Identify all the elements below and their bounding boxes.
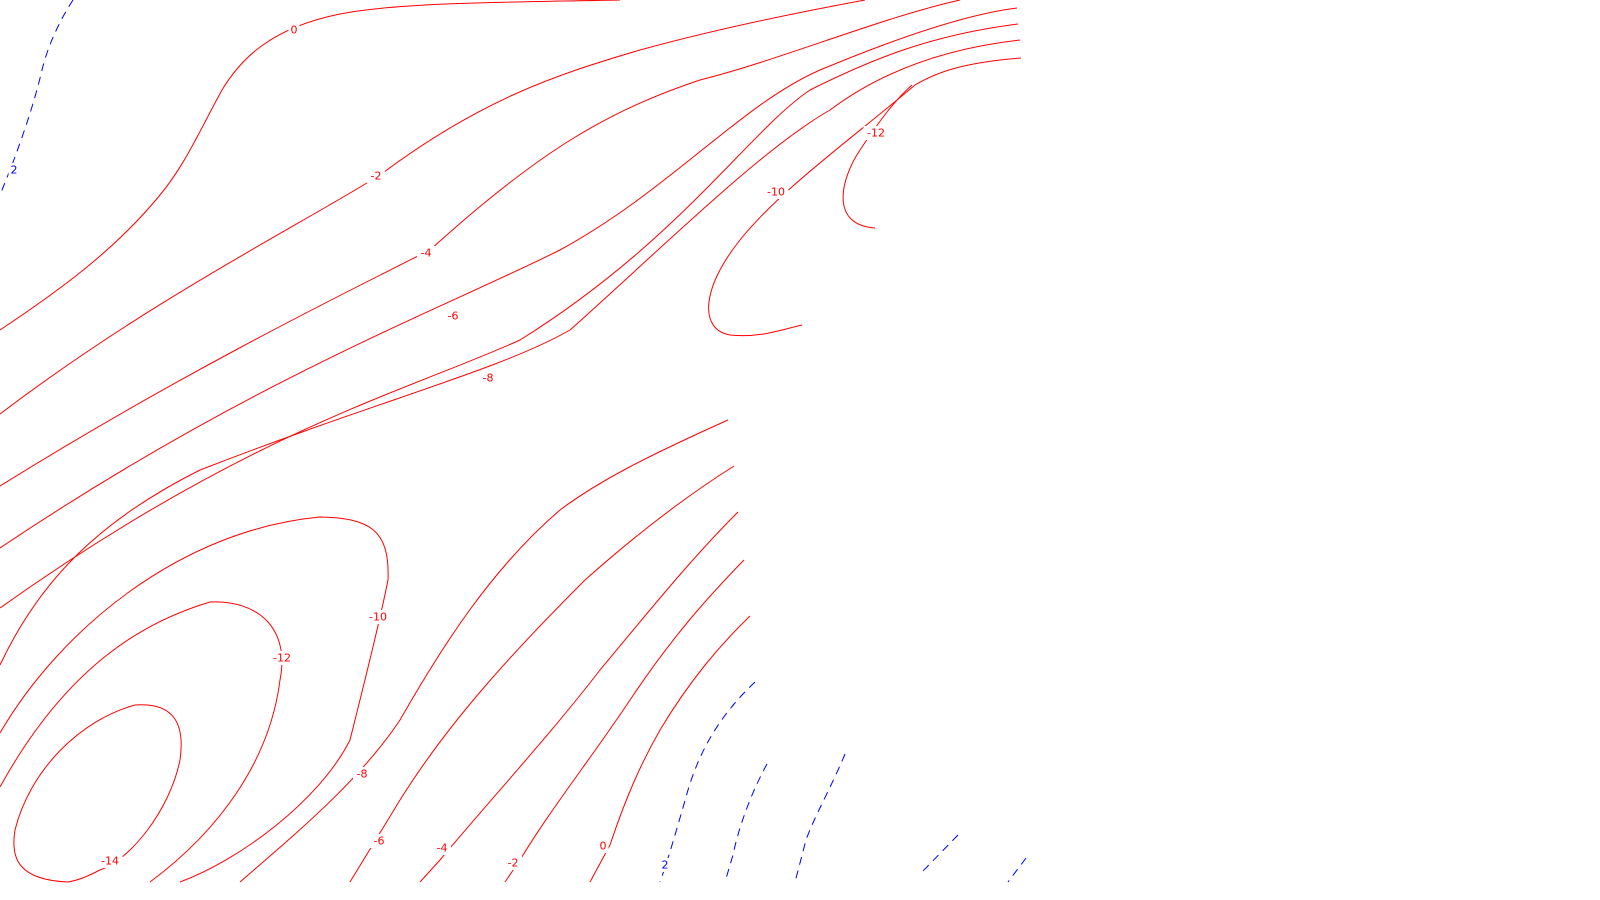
contour-label-neg10-2: -10 (369, 611, 387, 624)
contour-line-neg6-2 (349, 465, 735, 883)
contour-line-neg4-1 (0, 7, 1018, 549)
contour-label-0-2: 0 (600, 840, 607, 853)
contour-line-neg12-2 (0, 601, 283, 883)
contour-label-2-2: 2 (662, 859, 669, 872)
contour-label-neg12-2: -12 (273, 652, 291, 665)
contour-line-neg2-2 (504, 559, 745, 883)
contour-line-2-4 (794, 753, 846, 883)
contour-line-neg6-1 (0, 23, 1019, 609)
contour-label-neg8-2: -8 (357, 768, 368, 781)
contour-label-bg-neg4-1 (417, 246, 435, 260)
contour-label-bg-neg2-2 (504, 856, 522, 870)
contour-line-neg8-1 (0, 39, 1021, 666)
contour-label-neg14-1: -14 (101, 855, 119, 868)
contour-line-0-3 (589, 615, 751, 883)
contour-label-bg-neg14-1 (97, 854, 123, 868)
contour-line-2-2 (659, 681, 756, 883)
contour-label-2-1: 2 (11, 164, 18, 177)
contour-label-neg6-2: -6 (374, 835, 385, 848)
contour-label-neg4-1: -4 (421, 247, 432, 260)
contour-line-2-3 (724, 763, 768, 883)
contour-line-2-1 (0, 0, 74, 196)
contour-line-neg12-1 (842, 84, 913, 229)
contour-line-0-2 (0, 0, 866, 415)
contour-line-neg2-1 (0, 0, 961, 487)
contour-label-bg-2-2 (659, 858, 671, 872)
contour-line-2-5 (921, 834, 959, 873)
contour-label-bg-neg2-1 (367, 169, 385, 183)
contour-line-neg4-2 (419, 511, 739, 883)
contour-label-bg-2-1 (8, 163, 20, 177)
contour-labels: 2 2 0 0 -2 -2 -4 -4 -6 -6 -8 -8 -10 -10 -12 -12 -14 (8, 23, 889, 872)
contour-label-bg-neg10-1 (763, 185, 789, 199)
contour-label-neg6-1: -6 (448, 310, 459, 323)
contour-label-bg-neg4-2 (433, 841, 451, 855)
contour-label-bg-neg6-1 (444, 309, 462, 323)
contour-label-bg-0-1 (288, 23, 300, 37)
contour-line-neg10-1 (708, 57, 1022, 337)
contour-label-neg2-2: -2 (508, 857, 519, 870)
contour-label-bg-neg6-2 (370, 834, 388, 848)
contour-line-2-6 (1007, 857, 1027, 883)
contour-line-neg14-1 (13, 704, 182, 883)
contour-line-neg8-2 (239, 419, 729, 883)
contour-label-0-1: 0 (291, 24, 298, 37)
contour-label-bg-neg12-1 (863, 126, 889, 140)
contour-label-neg12-1: -12 (867, 127, 885, 140)
contour-label-bg-neg10-2 (365, 610, 391, 624)
contour-label-neg4-2: -4 (437, 842, 448, 855)
contour-label-neg10-1: -10 (767, 186, 785, 199)
contour-label-bg-0-2 (597, 839, 609, 853)
contour-label-bg-neg8-2 (353, 767, 371, 781)
contour-line-0-1 (0, 0, 621, 331)
contour-label-neg8-1: -8 (483, 372, 494, 385)
contour-label-bg-neg8-1 (479, 371, 497, 385)
contour-label-bg-neg12-2 (269, 651, 295, 665)
contour-line-neg10-2 (0, 516, 389, 883)
contour-lines (0, 0, 1027, 883)
contour-label-neg2-1: -2 (371, 170, 382, 183)
